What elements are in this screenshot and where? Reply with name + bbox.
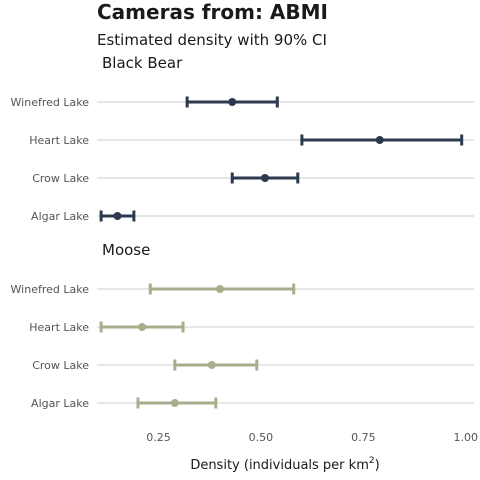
x-tick-label: 0.75 bbox=[351, 431, 376, 444]
errorbar bbox=[300, 134, 464, 146]
x-tick-label: 1.00 bbox=[454, 431, 479, 444]
category-label: Winefred Lake bbox=[11, 283, 90, 296]
estimate-point bbox=[170, 399, 179, 407]
estimate-point bbox=[215, 285, 224, 293]
estimate-point bbox=[113, 212, 122, 220]
category-label: Heart Lake bbox=[29, 134, 89, 147]
errorbar bbox=[99, 321, 185, 333]
category-label: Winefred Lake bbox=[11, 96, 90, 109]
x-axis-title-close: ) bbox=[375, 458, 380, 473]
panel-label: Black Bear bbox=[102, 54, 183, 72]
panel-black-bear: Black Bear Winefred Lake Heart Lake Crow La… bbox=[11, 54, 474, 223]
estimate-point bbox=[228, 98, 237, 106]
errorbar bbox=[136, 397, 218, 409]
category-label: Crow Lake bbox=[32, 359, 89, 372]
category-label: Crow Lake bbox=[32, 172, 89, 185]
x-axis-title-superscript: 2 bbox=[369, 456, 375, 466]
chart-title: Cameras from: ABMI bbox=[97, 0, 328, 24]
estimate-point bbox=[138, 323, 147, 331]
errorbar bbox=[185, 96, 279, 108]
panels: Black Bear Winefred Lake Heart Lake Crow La… bbox=[11, 54, 474, 410]
estimate-point bbox=[261, 174, 270, 182]
errorbar bbox=[173, 359, 259, 371]
panel-label: Moose bbox=[102, 241, 150, 259]
chart-subtitle: Estimated density with 90% CI bbox=[97, 31, 327, 49]
errorbar bbox=[230, 172, 300, 184]
estimate-point bbox=[375, 136, 384, 144]
x-axis: 0.25 0.50 0.75 1.00 bbox=[146, 431, 478, 444]
x-tick-label: 0.50 bbox=[249, 431, 274, 444]
errorbar bbox=[99, 210, 136, 222]
errorbar bbox=[148, 283, 296, 295]
x-tick-label: 0.25 bbox=[146, 431, 171, 444]
x-axis-title: Density (individuals per km2) bbox=[190, 456, 379, 473]
panel-moose: Moose Winefred Lake Heart Lake Crow Lake Alg… bbox=[11, 241, 474, 410]
estimate-point bbox=[207, 361, 216, 369]
category-label: Algar Lake bbox=[31, 397, 89, 410]
x-axis-title-text: Density (individuals per km bbox=[190, 458, 369, 473]
category-label: Algar Lake bbox=[31, 210, 89, 223]
category-label: Heart Lake bbox=[29, 321, 89, 334]
